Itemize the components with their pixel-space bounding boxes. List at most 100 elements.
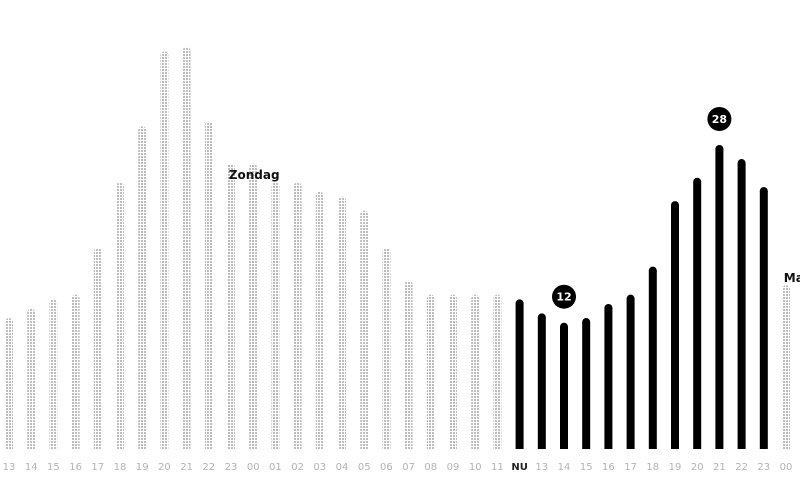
bar-body [338, 200, 346, 449]
bar-16 [360, 210, 369, 449]
tick-label: 13 [535, 462, 548, 473]
badge-circle [707, 106, 732, 131]
tick-label: 02 [291, 462, 304, 473]
bar-body [315, 195, 324, 449]
bars-group [5, 46, 790, 450]
bar-cap [671, 201, 679, 210]
bar-cap [315, 191, 324, 200]
bar-body [426, 298, 435, 449]
bar-1 [27, 308, 36, 449]
tick-label: 04 [336, 462, 349, 473]
tick-label: 22 [202, 462, 215, 473]
bar-body [160, 55, 169, 450]
tick-label: 10 [469, 462, 482, 473]
bar-33 [737, 159, 746, 450]
bar-13 [293, 182, 302, 449]
bar-body [693, 181, 702, 449]
bar-17 [382, 247, 391, 449]
bar-12 [271, 182, 280, 449]
bar-26 [582, 318, 591, 449]
tick-label: 11 [491, 462, 504, 473]
bar-30 [671, 201, 679, 449]
bar-body [5, 322, 13, 449]
bar-cap [759, 187, 768, 196]
bar-cap [27, 308, 36, 317]
bar-cap [426, 294, 435, 303]
bar-body [493, 298, 502, 449]
bar-body [648, 270, 657, 449]
bar-body [71, 298, 80, 449]
bar-body [471, 298, 480, 449]
bar-cap [582, 318, 591, 327]
bar-2 [49, 299, 58, 449]
tick-label: 01 [269, 462, 282, 473]
bar-cap [560, 322, 568, 331]
bar-15 [338, 196, 346, 449]
bar-cap [404, 280, 413, 289]
tick-label: 14 [558, 462, 571, 473]
bar-9 [204, 121, 213, 450]
bar-cap [160, 51, 169, 60]
tick-label: 18 [646, 462, 659, 473]
bar-cap [604, 304, 613, 313]
bar-cap [537, 313, 546, 322]
bar-cap [138, 126, 147, 135]
bar-body [204, 125, 213, 450]
bar-body [116, 186, 124, 449]
tick-label: 17 [624, 462, 637, 473]
bar-cap [782, 285, 790, 294]
bar-19 [426, 294, 435, 449]
bar-cap [471, 294, 480, 303]
bar-11 [249, 163, 258, 449]
bar-23 [515, 299, 524, 449]
bar-4 [93, 247, 102, 449]
tick-label: 18 [114, 462, 127, 473]
bar-body [582, 322, 591, 449]
bar-24 [537, 313, 546, 449]
bar-cap [271, 182, 280, 191]
bar-body [782, 289, 790, 449]
bar-6 [138, 126, 147, 449]
bar-35 [782, 285, 790, 449]
bar-27 [604, 304, 613, 449]
bar-cap [71, 294, 80, 303]
x-axis-ticks: 13 14 15 16 17 18 19 20 21 22 23 00 01 02 03 04 05 06 07 08… [3, 462, 793, 473]
tick-label: 00 [780, 462, 793, 473]
day-label: Zondag [229, 168, 280, 182]
tick-label: 20 [158, 462, 171, 473]
bar-cap [249, 163, 258, 172]
bar-body [604, 308, 613, 449]
bar-body [271, 186, 280, 449]
tick-label: 13 [3, 462, 16, 473]
bar-body [138, 130, 147, 449]
bar-25 [560, 322, 568, 449]
bar-body [759, 191, 768, 450]
bar-10 [227, 163, 235, 449]
bar-cap [382, 247, 391, 256]
bar-body [560, 326, 568, 449]
bar-14 [315, 191, 324, 449]
bar-body [449, 298, 457, 449]
bar-cap [715, 144, 724, 153]
badge-value: 28 [712, 113, 727, 126]
tick-label: 22 [735, 462, 748, 473]
bar-body [626, 298, 635, 449]
bar-cap [5, 318, 13, 327]
bar-body [182, 50, 191, 449]
tick-label: 06 [380, 462, 393, 473]
bar-21 [471, 294, 480, 449]
bar-cap [293, 182, 302, 191]
bar-body [382, 251, 391, 449]
tick-label: 21 [180, 462, 193, 473]
tick-label: 20 [691, 462, 704, 473]
bar-body [27, 312, 36, 449]
bar-cap [338, 196, 346, 205]
tick-label: 03 [313, 462, 326, 473]
tick-label: 19 [136, 462, 149, 473]
tick-label: 07 [402, 462, 415, 473]
tick-label: 14 [25, 462, 38, 473]
tick-label: 00 [247, 462, 260, 473]
tick-label: 17 [91, 462, 104, 473]
day-label: Maand [784, 271, 800, 285]
annotations-group: Zondag Maand 12 28 [229, 106, 800, 309]
